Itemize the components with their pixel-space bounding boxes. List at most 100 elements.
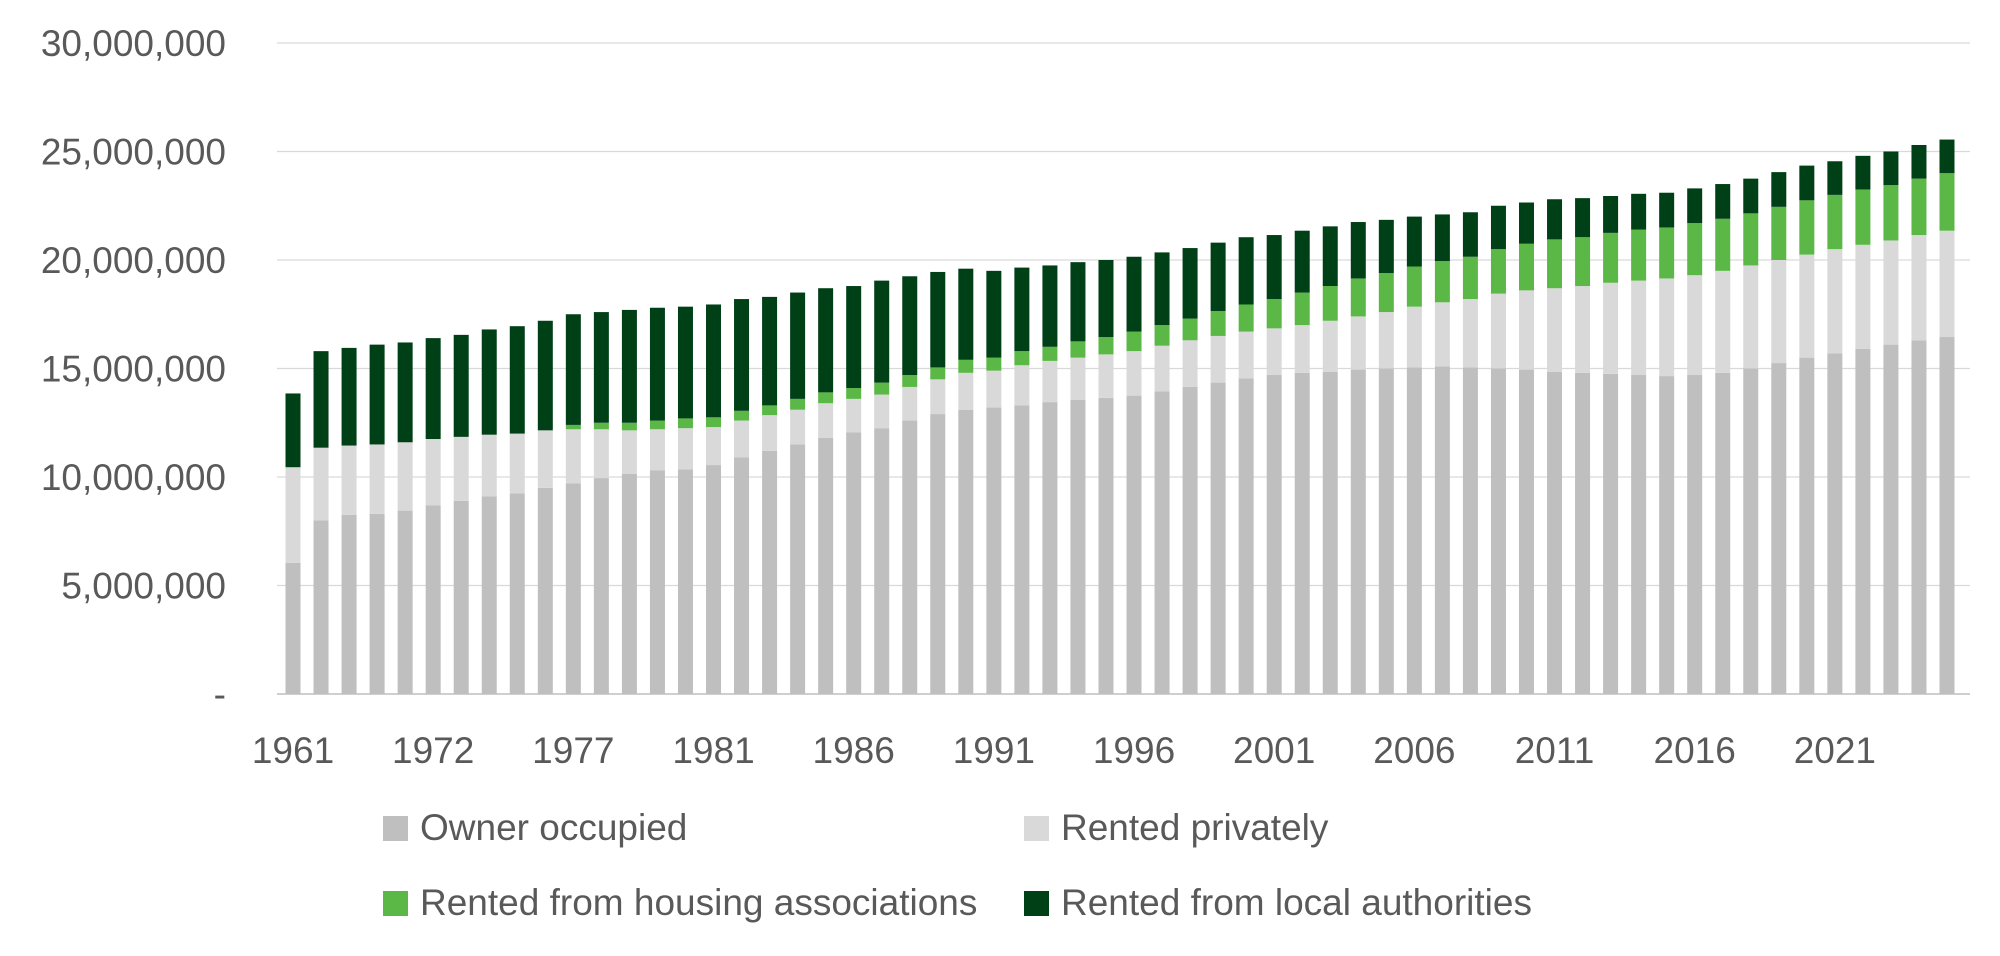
bar-segment-rented-privately-1969 <box>313 447 329 521</box>
bar-segment-rented-privately-2026 <box>1911 235 1927 341</box>
x-tick-label: 2021 <box>1794 730 1876 771</box>
bar-segment-rented-from-local-authorities-2021 <box>1771 172 1787 207</box>
bar-segment-rented-from-housing-associations-1983 <box>706 417 722 428</box>
bar-segment-rented-privately-2019 <box>1715 270 1731 373</box>
bar-segment-rented-from-local-authorities-2003 <box>1266 235 1282 300</box>
bar-segment-rented-privately-1984 <box>734 420 750 458</box>
bar-segment-rented-from-local-authorities-2019 <box>1715 184 1731 219</box>
bar-segment-rented-from-housing-associations-2008 <box>1406 266 1422 307</box>
bar-segment-owner-occupied-1975 <box>481 496 497 694</box>
bar-segment-rented-from-local-authorities-1977 <box>537 320 553 431</box>
bar-segment-rented-from-local-authorities-2015 <box>1603 195 1619 233</box>
bar-segment-owner-occupied-1974 <box>453 500 469 694</box>
bar-segment-rented-privately-2005 <box>1322 320 1338 372</box>
bar-segment-rented-from-housing-associations-1980 <box>621 422 637 431</box>
bar-segment-rented-from-housing-associations-2017 <box>1659 227 1675 279</box>
bar-segment-rented-from-local-authorities-1996 <box>1070 262 1086 342</box>
bar-segment-rented-privately-1998 <box>1126 351 1142 396</box>
bar-segment-rented-from-local-authorities-1970 <box>341 347 357 446</box>
bar-segment-rented-from-local-authorities-1993 <box>986 270 1002 358</box>
y-tick-label: 30,000,000 <box>41 23 226 64</box>
x-tick-label: 1986 <box>813 730 895 771</box>
bar-segment-rented-privately-2017 <box>1659 278 1675 377</box>
bar-segment-rented-privately-2023 <box>1827 249 1843 354</box>
bar-segment-rented-from-housing-associations-1987 <box>818 392 834 404</box>
bar-segment-rented-privately-1989 <box>874 394 890 429</box>
bar-segment-rented-from-local-authorities-1976 <box>509 326 525 434</box>
bar-segment-rented-privately-1978 <box>565 429 581 484</box>
bar-segment-rented-privately-1973 <box>425 439 441 506</box>
bar-segment-rented-from-housing-associations-1997 <box>1098 337 1114 355</box>
bar-segment-rented-privately-2024 <box>1855 244 1871 349</box>
x-tick-label: 2006 <box>1373 730 1455 771</box>
bar-segment-owner-occupied-1978 <box>565 483 581 694</box>
bar-segment-rented-privately-1979 <box>593 429 609 479</box>
bar-segment-rented-from-local-authorities-1991 <box>930 271 946 368</box>
bar-segment-owner-occupied-2004 <box>1294 372 1310 694</box>
bar-segment-owner-occupied-1996 <box>1070 399 1086 694</box>
bar-segment-rented-from-local-authorities-2010 <box>1462 212 1478 257</box>
bar-segment-rented-from-local-authorities-1980 <box>621 309 637 423</box>
bar-segment-owner-occupied-1977 <box>537 487 553 694</box>
bar-segment-owner-occupied-1982 <box>677 469 693 694</box>
bar-segment-rented-from-local-authorities-2006 <box>1350 222 1366 279</box>
bar-segment-rented-from-local-authorities-1969 <box>313 351 329 448</box>
bar-segment-rented-from-housing-associations-2026 <box>1911 178 1927 236</box>
bar-segment-rented-privately-1985 <box>762 415 778 451</box>
bar-segment-rented-from-local-authorities-2008 <box>1406 216 1422 267</box>
bar-segment-rented-from-housing-associations-2021 <box>1771 206 1787 260</box>
bar-segment-rented-from-housing-associations-2001 <box>1210 310 1226 336</box>
bar-segment-rented-from-local-authorities-2024 <box>1855 155 1871 190</box>
bar-segment-rented-privately-1975 <box>481 434 497 497</box>
bar-segment-rented-from-local-authorities-2001 <box>1210 242 1226 311</box>
bar-segment-rented-from-housing-associations-1999 <box>1154 325 1170 346</box>
bar-segment-rented-privately-1970 <box>341 445 357 515</box>
bar-segment-owner-occupied-2027 <box>1939 337 1955 694</box>
bar-segment-owner-occupied-1976 <box>509 493 525 694</box>
bar-segment-rented-from-housing-associations-1998 <box>1126 331 1142 352</box>
y-tick-label: 20,000,000 <box>41 240 226 281</box>
bar-segment-rented-from-local-authorities-1998 <box>1126 256 1142 332</box>
bar-segment-owner-occupied-2005 <box>1322 371 1338 694</box>
bar-segment-rented-privately-2020 <box>1743 265 1759 369</box>
bar-segment-owner-occupied-1991 <box>930 414 946 694</box>
bar-segment-rented-from-local-authorities-1981 <box>649 307 665 421</box>
bar-segment-rented-privately-2000 <box>1182 340 1198 387</box>
bar-segment-rented-from-local-authorities-1985 <box>762 296 778 406</box>
bar-segment-rented-from-local-authorities-1961 <box>285 393 301 468</box>
bar-segment-rented-privately-2027 <box>1939 230 1955 338</box>
bar-segment-owner-occupied-2014 <box>1575 372 1591 694</box>
bar-segment-owner-occupied-1998 <box>1126 395 1142 695</box>
bar-segment-rented-from-local-authorities-1995 <box>1042 265 1058 347</box>
bar-segment-owner-occupied-2015 <box>1603 373 1619 694</box>
bar-segment-rented-from-housing-associations-1982 <box>677 418 693 429</box>
bar-segment-owner-occupied-2018 <box>1687 375 1703 694</box>
x-tick-label: 2016 <box>1654 730 1736 771</box>
bar-segment-rented-privately-1991 <box>930 379 946 415</box>
bar-segment-owner-occupied-1993 <box>986 407 1002 694</box>
x-tick-label: 1977 <box>532 730 614 771</box>
bar-segment-owner-occupied-1973 <box>425 505 441 694</box>
y-tick-label: 10,000,000 <box>41 457 226 498</box>
bar-segment-rented-from-housing-associations-2024 <box>1855 189 1871 245</box>
bar-segment-rented-from-local-authorities-1979 <box>593 312 609 423</box>
bar-segment-rented-privately-2022 <box>1799 254 1815 358</box>
bar-segment-rented-from-local-authorities-2013 <box>1547 199 1563 240</box>
bar-segment-rented-from-local-authorities-2027 <box>1939 139 1955 174</box>
bar-segment-owner-occupied-1990 <box>902 420 918 694</box>
bar-segment-rented-privately-2006 <box>1350 316 1366 370</box>
bar-segment-rented-from-local-authorities-1974 <box>453 334 469 437</box>
bar-segment-rented-from-housing-associations-2025 <box>1883 185 1899 241</box>
bar-segment-owner-occupied-1971 <box>369 513 385 694</box>
bar-segment-rented-privately-1992 <box>958 372 974 410</box>
bar-segment-owner-occupied-2025 <box>1883 344 1899 694</box>
bar-segment-rented-privately-2013 <box>1547 288 1563 372</box>
x-tick-label: 2011 <box>1515 730 1595 771</box>
bar-segment-rented-privately-1976 <box>509 433 525 494</box>
bar-segment-rented-from-housing-associations-1990 <box>902 375 918 387</box>
bar-segment-rented-privately-1977 <box>537 430 553 488</box>
bar-segment-owner-occupied-2001 <box>1210 382 1226 694</box>
bar-segment-rented-from-housing-associations-1991 <box>930 367 946 380</box>
bar-segment-rented-from-housing-associations-1986 <box>790 398 806 410</box>
